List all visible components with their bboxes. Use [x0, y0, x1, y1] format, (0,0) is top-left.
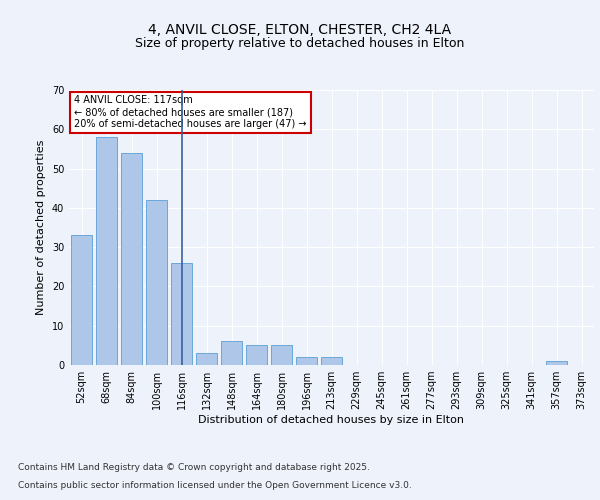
- Bar: [221, 342, 242, 365]
- Bar: [96, 137, 117, 365]
- Text: Size of property relative to detached houses in Elton: Size of property relative to detached ho…: [136, 38, 464, 51]
- Bar: [171, 263, 192, 365]
- Bar: [71, 236, 92, 365]
- Text: Contains HM Land Registry data © Crown copyright and database right 2025.: Contains HM Land Registry data © Crown c…: [18, 464, 370, 472]
- Bar: [321, 357, 342, 365]
- Bar: [146, 200, 167, 365]
- X-axis label: Distribution of detached houses by size in Elton: Distribution of detached houses by size …: [199, 415, 464, 425]
- Text: Contains public sector information licensed under the Open Government Licence v3: Contains public sector information licen…: [18, 481, 412, 490]
- Bar: [271, 346, 292, 365]
- Bar: [121, 153, 142, 365]
- Text: 4 ANVIL CLOSE: 117sqm
← 80% of detached houses are smaller (187)
20% of semi-det: 4 ANVIL CLOSE: 117sqm ← 80% of detached …: [74, 96, 307, 128]
- Bar: [546, 361, 567, 365]
- Y-axis label: Number of detached properties: Number of detached properties: [36, 140, 46, 315]
- Bar: [196, 353, 217, 365]
- Bar: [296, 357, 317, 365]
- Bar: [246, 346, 267, 365]
- Text: 4, ANVIL CLOSE, ELTON, CHESTER, CH2 4LA: 4, ANVIL CLOSE, ELTON, CHESTER, CH2 4LA: [148, 22, 452, 36]
